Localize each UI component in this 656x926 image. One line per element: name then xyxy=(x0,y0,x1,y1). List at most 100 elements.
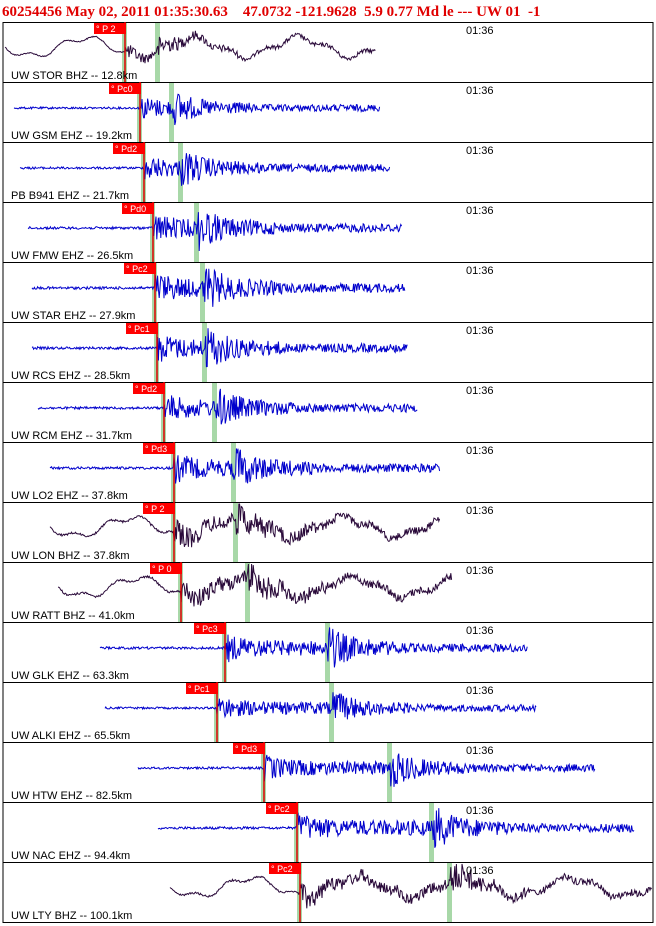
station-label: UW LO2 EHZ -- 37.8km xyxy=(11,490,128,502)
waveform-trace xyxy=(99,627,528,668)
event-header: 60254456 May 02, 2011 01:35:30.63 47.073… xyxy=(2,4,541,20)
time-label: 01:36 xyxy=(466,385,494,397)
time-label: 01:36 xyxy=(466,745,494,757)
s-arrival-bar xyxy=(329,683,334,742)
s-arrival-bar xyxy=(447,863,452,922)
s-arrival-bar xyxy=(387,743,392,802)
time-label: 01:36 xyxy=(466,865,494,877)
trace-panel: ° Pc1 01:36 UW RCS EHZ -- 28.5km xyxy=(2,322,654,383)
pick-flag xyxy=(94,23,126,34)
s-arrival-bar xyxy=(429,803,434,862)
time-label: 01:36 xyxy=(466,685,494,697)
pick-label: ° P 0 xyxy=(152,564,171,574)
pick-label: ° Pd2 xyxy=(115,144,137,154)
trace-panel: ° P 2 01:36 UW STOR BHZ -- 12.8km xyxy=(2,22,654,83)
waveform-trace xyxy=(157,808,635,848)
pick-flag xyxy=(133,383,165,394)
time-label: 01:36 xyxy=(466,145,494,157)
trace-panel: ° Pd3 01:36 UW LO2 EHZ -- 37.8km xyxy=(2,442,654,503)
pick-label: ° Pc2 xyxy=(126,264,148,274)
time-label: 01:36 xyxy=(466,445,494,457)
trace-panel: ° Pd3 01:36 UW HTW EHZ -- 82.5km xyxy=(2,742,654,803)
trace-panel: ° Pc2 01:36 UW NAC EHZ -- 94.4km xyxy=(2,802,654,863)
waveform-trace xyxy=(37,388,418,425)
s-arrival-bar xyxy=(245,563,250,622)
s-arrival-bar xyxy=(233,503,238,562)
seismogram-plot: ° P 2 01:36 UW STOR BHZ -- 12.8km ° Pc0 01:3… xyxy=(2,22,654,923)
pick-flag xyxy=(143,443,175,454)
time-label: 01:36 xyxy=(466,265,494,277)
pick-flag xyxy=(126,323,158,334)
pick-flag xyxy=(122,203,154,214)
time-label: 01:36 xyxy=(466,505,494,517)
waveform-trace xyxy=(137,753,596,787)
station-label: UW HTW EHZ -- 82.5km xyxy=(11,790,132,802)
s-arrival-bar xyxy=(212,383,217,442)
station-label: UW RCM EHZ -- 31.7km xyxy=(11,430,132,442)
waveform-trace xyxy=(49,448,441,484)
trace-panel: ° Pc1 01:36 UW ALKI EHZ -- 65.5km xyxy=(2,682,654,743)
station-label: UW RCS EHZ -- 28.5km xyxy=(11,370,130,382)
waveform-trace xyxy=(27,212,403,252)
pick-flag xyxy=(194,623,226,634)
time-label: 01:36 xyxy=(466,25,494,37)
pick-label: ° Pc1 xyxy=(128,324,150,334)
station-label: PB B941 EHZ -- 21.7km xyxy=(11,190,129,202)
trace-panel: ° Pd2 01:36 UW RCM EHZ -- 31.7km xyxy=(2,382,654,443)
trace-panel: ° Pd2 01:36 PB B941 EHZ -- 21.7km xyxy=(2,142,654,203)
station-label: UW STAR EHZ -- 27.9km xyxy=(11,310,135,322)
pick-label: ° Pc2 xyxy=(271,864,293,874)
waveform-trace xyxy=(169,863,653,909)
s-arrival-bar xyxy=(155,23,160,82)
waveform-trace xyxy=(57,563,453,607)
station-label: UW GSM EHZ -- 19.2km xyxy=(11,130,132,142)
waveform-trace xyxy=(31,328,408,368)
s-arrival-bar xyxy=(231,443,236,502)
station-label: UW ALKI EHZ -- 65.5km xyxy=(11,730,130,742)
pick-label: ° Pd3 xyxy=(235,744,257,754)
trace-panel: ° Pd0 01:36 UW FMW EHZ -- 26.5km xyxy=(2,202,654,263)
time-label: 01:36 xyxy=(466,625,494,637)
trace-panel: ° P 0 01:36 UW RATT BHZ -- 41.0km xyxy=(2,562,654,623)
time-label: 01:36 xyxy=(466,565,494,577)
waveform-trace xyxy=(104,692,537,720)
pick-flag xyxy=(233,743,265,754)
pick-label: ° P 2 xyxy=(96,24,115,34)
pick-flag xyxy=(266,803,298,814)
pick-label: ° Pc3 xyxy=(196,624,218,634)
pick-flag xyxy=(150,563,182,574)
waveform-trace xyxy=(49,503,441,548)
pick-label: ° P 2 xyxy=(145,504,164,514)
waveform-trace xyxy=(31,268,406,307)
station-label: UW LON BHZ -- 37.8km xyxy=(11,550,130,562)
time-label: 01:36 xyxy=(466,85,494,97)
pick-flag xyxy=(186,683,218,694)
time-label: 01:36 xyxy=(466,205,494,217)
pick-flag xyxy=(269,863,301,874)
waveform-trace xyxy=(19,153,391,186)
station-label: UW FMW EHZ -- 26.5km xyxy=(11,250,133,262)
trace-panel: ° Pc3 01:36 UW GLK EHZ -- 63.3km xyxy=(2,622,654,683)
pick-label: ° Pc0 xyxy=(111,84,133,94)
pick-label: ° Pc2 xyxy=(268,804,290,814)
pick-flag xyxy=(124,263,156,274)
pick-label: ° Pd2 xyxy=(135,384,157,394)
pick-label: ° Pc1 xyxy=(188,684,210,694)
pick-flag xyxy=(143,503,175,514)
trace-panel: ° Pc0 01:36 UW GSM EHZ -- 19.2km xyxy=(2,82,654,143)
time-label: 01:36 xyxy=(466,805,494,817)
station-label: UW LTY BHZ -- 100.1km xyxy=(11,910,132,922)
station-label: UW NAC EHZ -- 94.4km xyxy=(11,850,130,862)
pick-flag xyxy=(113,143,145,154)
trace-panel: ° P 2 01:36 UW LON BHZ -- 37.8km xyxy=(2,502,654,563)
pick-label: ° Pd3 xyxy=(145,444,167,454)
trace-panel: ° Pc2 01:36 UW LTY BHZ -- 100.1km xyxy=(2,862,654,923)
waveform-trace xyxy=(4,30,376,64)
station-label: UW STOR BHZ -- 12.8km xyxy=(11,70,137,82)
station-label: UW GLK EHZ -- 63.3km xyxy=(11,670,129,682)
pick-flag xyxy=(109,83,141,94)
time-label: 01:36 xyxy=(466,325,494,337)
station-label: UW RATT BHZ -- 41.0km xyxy=(11,610,135,622)
pick-label: ° Pd0 xyxy=(124,204,146,214)
trace-panel: ° Pc2 01:36 UW STAR EHZ -- 27.9km xyxy=(2,262,654,323)
